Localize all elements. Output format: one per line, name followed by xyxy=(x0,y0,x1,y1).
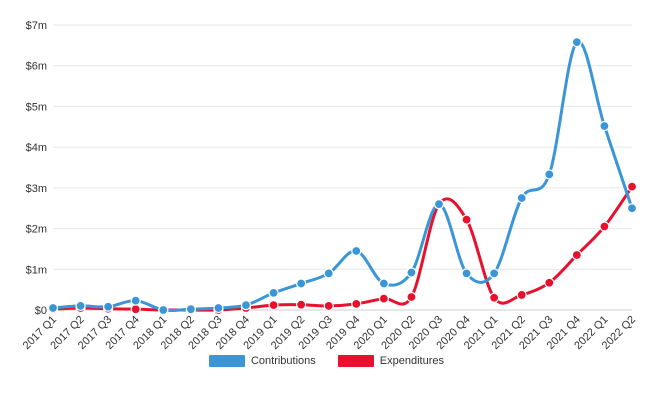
legend-swatch-expenditures xyxy=(337,355,374,367)
expenditures-point xyxy=(378,293,389,304)
y-axis-tick-labels: $0 $1m $2m $3m $4m $5m $6m $7m xyxy=(26,20,47,317)
y-tick-label: $3m xyxy=(26,183,47,195)
contributions-point xyxy=(516,192,527,204)
expenditures-point xyxy=(544,277,555,288)
contributions-point xyxy=(268,287,279,298)
expenditures-point xyxy=(268,300,279,311)
legend-swatch-contributions xyxy=(208,355,245,367)
contributions-point xyxy=(103,301,114,312)
y-tick-label: $4m xyxy=(26,142,47,154)
y-tick-label: $0 xyxy=(35,305,47,317)
contributions-point xyxy=(544,169,555,180)
contributions-point xyxy=(47,302,59,314)
contributions-point xyxy=(433,199,445,210)
expenditures-point xyxy=(461,214,472,225)
contributions-point xyxy=(461,268,472,279)
contributions-point xyxy=(75,300,86,312)
grid-lines xyxy=(53,24,632,311)
contributions-point xyxy=(296,278,307,289)
expenditures-point xyxy=(571,249,582,261)
expenditures-line xyxy=(52,185,634,312)
contributions-point xyxy=(406,267,417,278)
legend-item-contributions[interactable]: Contributions xyxy=(208,355,316,367)
series-points xyxy=(47,36,638,316)
contributions-point xyxy=(489,268,500,279)
expenditures-point xyxy=(296,299,307,310)
y-tick-label: $2m xyxy=(26,224,47,236)
contributions-point xyxy=(158,304,169,316)
contributions-point xyxy=(571,36,582,48)
y-tick-label: $5m xyxy=(26,101,47,113)
contributions-point xyxy=(323,268,334,279)
y-tick-label: $6m xyxy=(26,61,47,73)
contributions-point xyxy=(351,245,362,257)
contributions-point xyxy=(240,300,252,311)
contributions-point xyxy=(185,304,196,315)
expenditures-point xyxy=(323,300,334,312)
expenditures-point xyxy=(626,181,638,192)
contributions-point xyxy=(378,278,389,289)
legend-label-contributions: Contributions xyxy=(250,355,316,367)
contributions-point xyxy=(599,120,610,132)
expenditures-point xyxy=(130,304,141,315)
contributions-point xyxy=(213,302,224,314)
expenditures-point xyxy=(406,291,417,303)
y-tick-label: $1m xyxy=(26,264,47,276)
contributions-point xyxy=(626,203,638,214)
legend-label-expenditures: Expenditures xyxy=(379,355,445,367)
legend: Contributions Expenditures xyxy=(0,355,653,367)
expenditures-point xyxy=(489,292,500,303)
expenditures-point xyxy=(516,289,527,301)
expenditures-point xyxy=(351,298,362,309)
contributions-point xyxy=(130,295,141,306)
legend-item-expenditures[interactable]: Expenditures xyxy=(337,355,445,367)
y-tick-label: $7m xyxy=(26,20,47,32)
expenditures-point xyxy=(599,221,610,232)
